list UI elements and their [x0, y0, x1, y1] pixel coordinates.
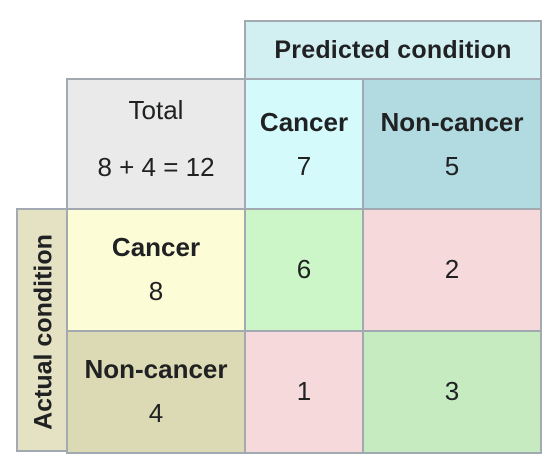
actual-noncancer-count: 4	[148, 398, 164, 428]
predicted-cancer-count: 7	[296, 151, 312, 181]
predicted-cancer-label: Cancer	[259, 107, 349, 137]
predicted-noncancer-header: Non-cancer 5	[362, 78, 542, 210]
actual-noncancer-label: Non-cancer	[84, 354, 228, 384]
total-label: Total	[128, 95, 184, 125]
false-negative-cell: 2	[362, 208, 542, 332]
total-cell: Total 8 + 4 = 12	[66, 78, 246, 210]
predicted-noncancer-count: 5	[444, 151, 460, 181]
predicted-condition-label: Predicted condition	[274, 35, 512, 64]
predicted-cancer-header: Cancer 7	[244, 78, 364, 210]
false-negative-value: 2	[444, 254, 460, 284]
true-positive-cell: 6	[244, 208, 364, 332]
actual-condition-label: Actual condition	[29, 234, 58, 430]
actual-cancer-count: 8	[148, 276, 164, 306]
false-positive-value: 1	[296, 376, 312, 406]
actual-noncancer-header: Non-cancer 4	[66, 330, 246, 454]
predicted-noncancer-label: Non-cancer	[380, 107, 524, 137]
total-formula: 8 + 4 = 12	[97, 152, 215, 182]
true-positive-value: 6	[296, 254, 312, 284]
actual-cancer-label: Cancer	[111, 232, 201, 262]
true-negative-cell: 3	[362, 330, 542, 454]
true-negative-value: 3	[444, 376, 460, 406]
actual-cancer-header: Cancer 8	[66, 208, 246, 332]
predicted-condition-header: Predicted condition	[244, 20, 542, 80]
actual-condition-header: Actual condition	[16, 208, 68, 452]
false-positive-cell: 1	[244, 330, 364, 454]
